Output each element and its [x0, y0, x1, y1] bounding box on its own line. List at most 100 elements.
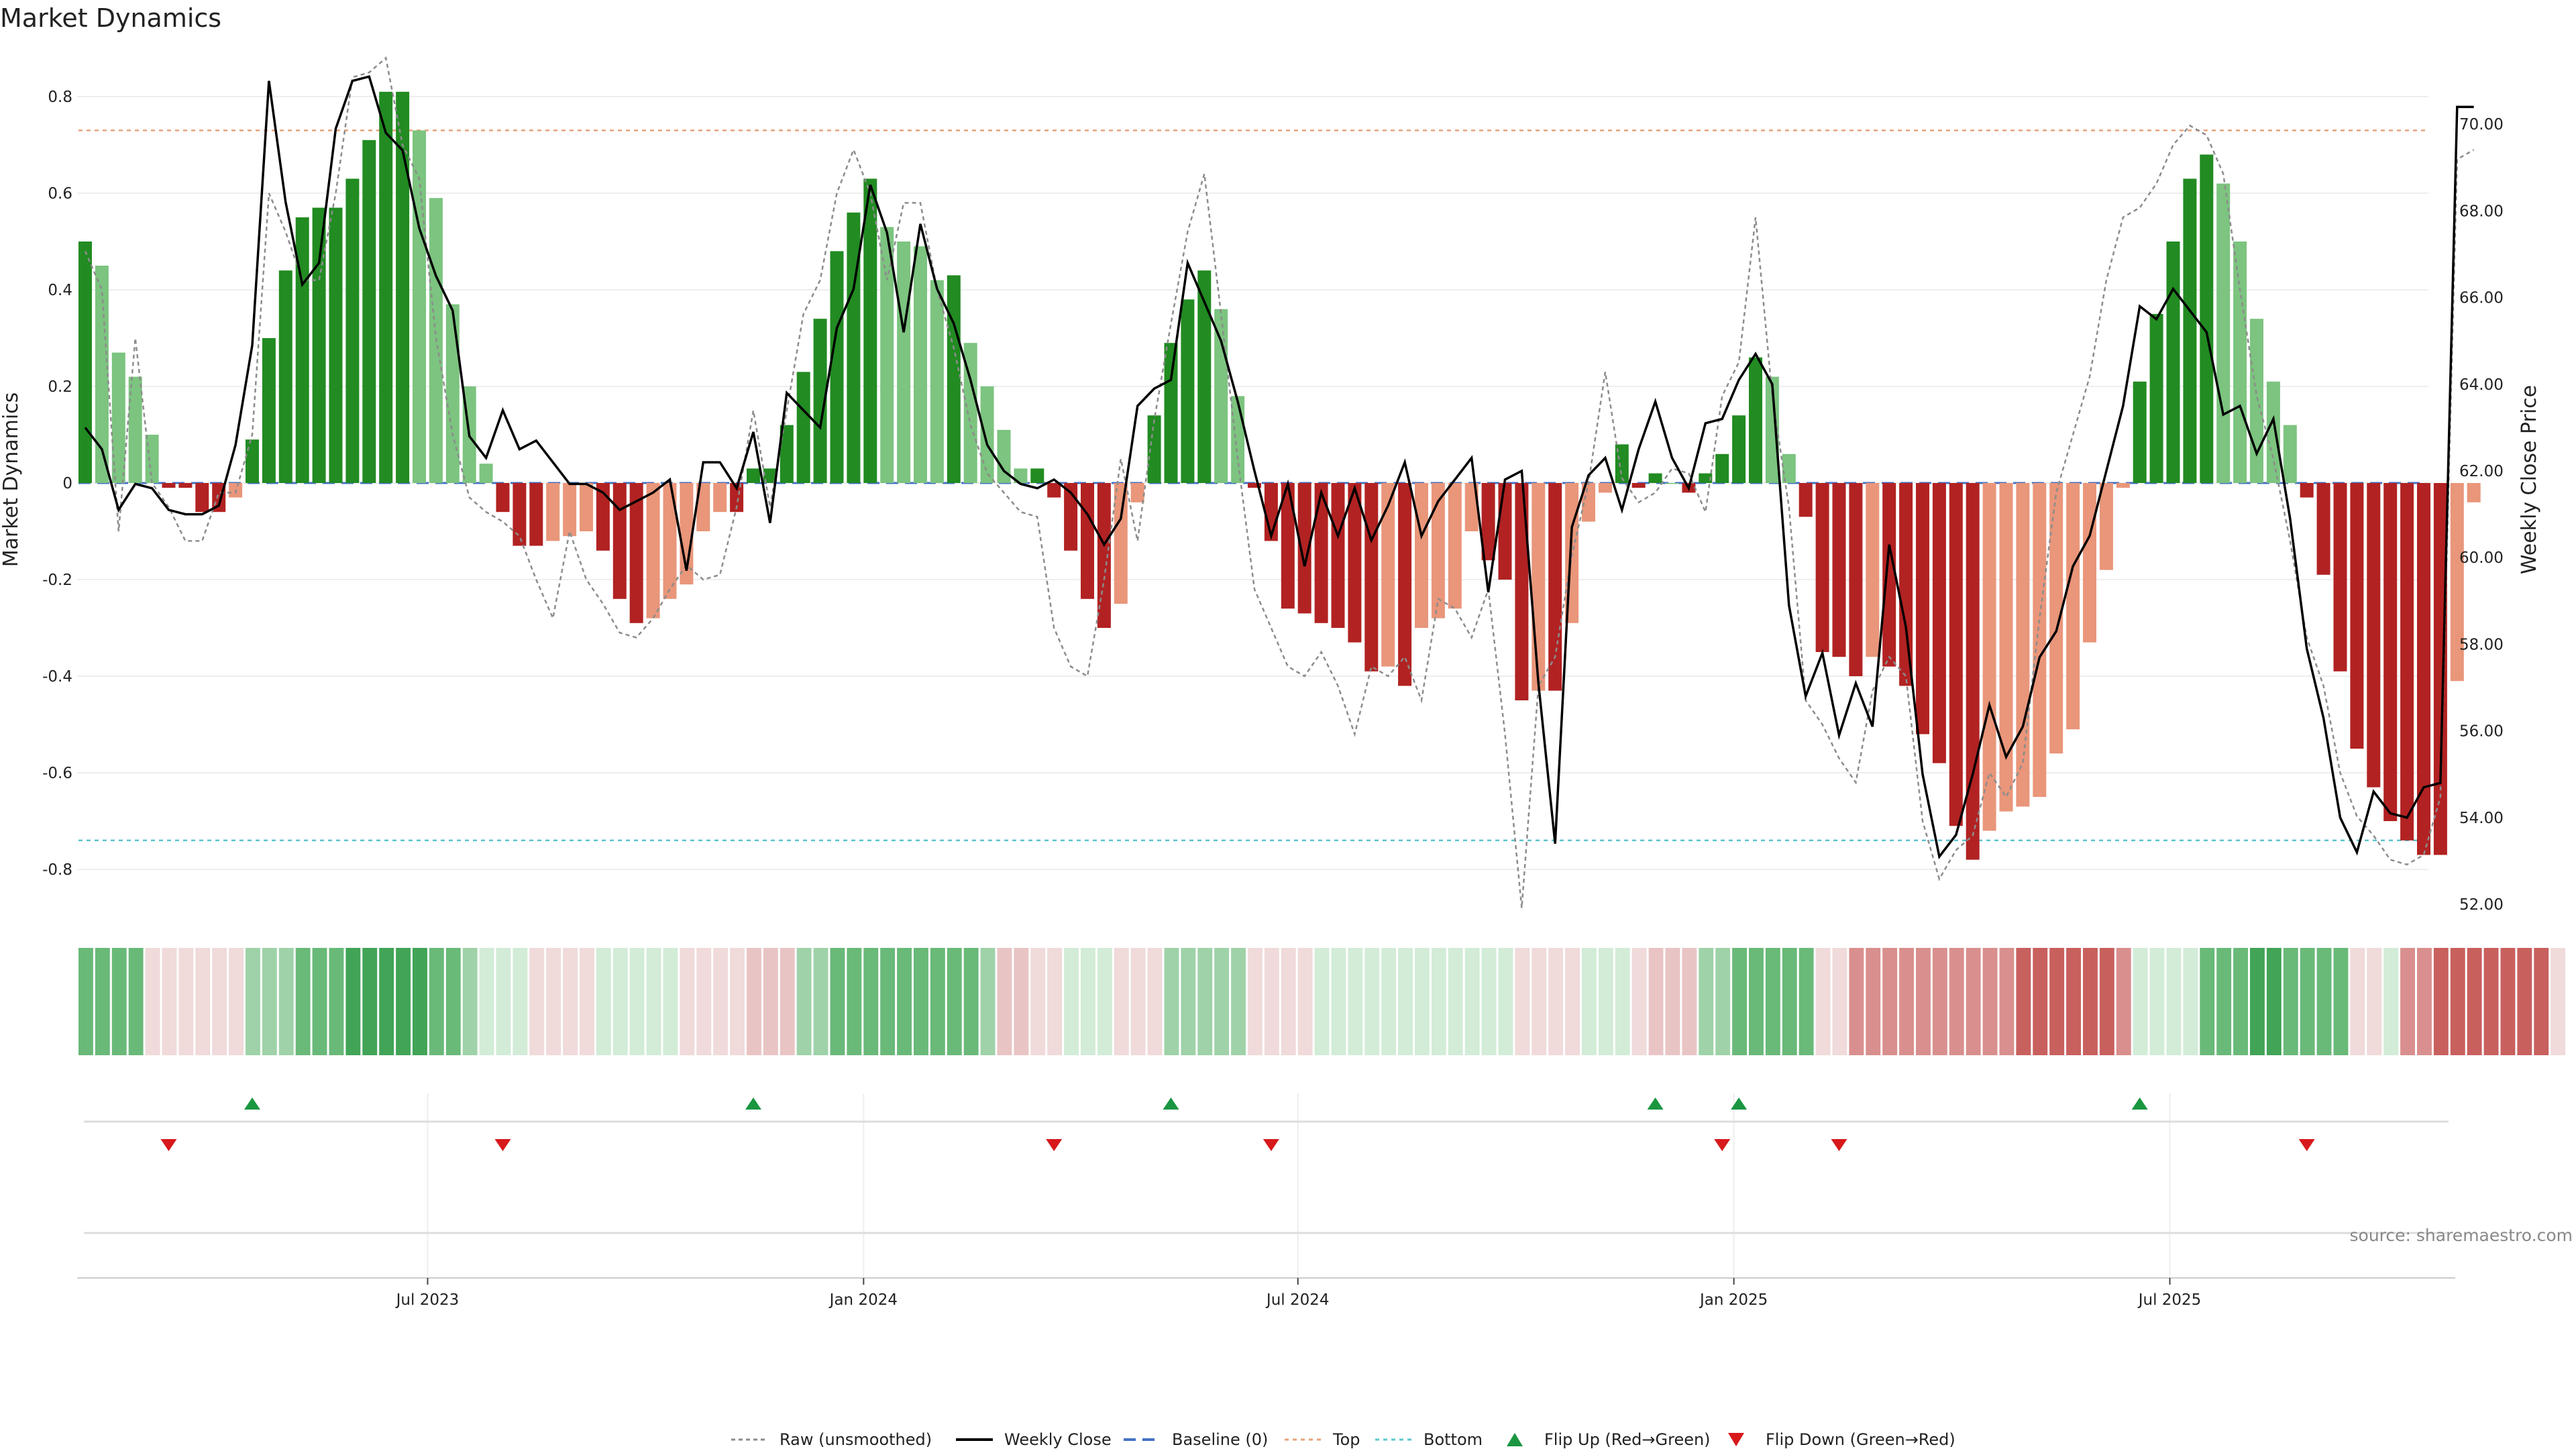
- regime-cell: [847, 948, 862, 1055]
- regime-cell: [445, 948, 461, 1055]
- regime-cell: [2266, 948, 2282, 1055]
- regime-cell: [1999, 948, 2015, 1055]
- momentum-bar: [1164, 343, 1178, 483]
- left-tick-label: 0: [62, 475, 72, 492]
- right-tick-label: 54.00: [2459, 810, 2504, 827]
- momentum-bar: [2066, 483, 2080, 730]
- momentum-bar: [1097, 483, 1111, 628]
- regime-cell: [1314, 948, 1330, 1055]
- regime-cell: [1732, 948, 1747, 1055]
- momentum-bar: [629, 483, 643, 623]
- momentum-bar: [847, 212, 861, 483]
- left-tick-label: 0.6: [48, 185, 72, 203]
- momentum-bar: [278, 270, 292, 483]
- regime-cell: [2450, 948, 2465, 1055]
- momentum-bar: [2417, 483, 2430, 855]
- momentum-bar: [1181, 299, 1195, 483]
- momentum-bar: [1014, 468, 1028, 483]
- momentum-bar: [2049, 483, 2063, 754]
- regime-cell: [212, 948, 227, 1055]
- momentum-bar: [2367, 483, 2381, 788]
- regime-cell: [629, 948, 645, 1055]
- regime-cell: [1815, 948, 1831, 1055]
- momentum-bar: [2033, 483, 2047, 797]
- regime-cell: [1064, 948, 1079, 1055]
- momentum-bar: [2383, 483, 2398, 821]
- right-y-axis-ticks: 70.00 68.00 66.00 64.00 62.00 60.00 58.00 56.00…: [2459, 116, 2504, 914]
- momentum-bars: [78, 91, 2481, 860]
- regime-cell: [1982, 948, 1998, 1055]
- regime-cell: [930, 948, 945, 1055]
- momentum-bar: [780, 425, 794, 483]
- flip-down-marker: [1263, 1139, 1279, 1151]
- legend-item-baseline: Baseline (0): [1124, 1430, 1268, 1449]
- momentum-bar: [2300, 483, 2314, 498]
- regime-cell: [178, 948, 194, 1055]
- momentum-bar: [1214, 309, 1228, 483]
- momentum-bar: [1582, 483, 1595, 522]
- regime-cell: [195, 948, 211, 1055]
- momentum-bar: [1297, 483, 1311, 614]
- regime-cell: [1866, 948, 1881, 1055]
- regime-cell: [2133, 948, 2148, 1055]
- momentum-bar: [2083, 483, 2096, 643]
- momentum-bar: [1548, 483, 1562, 691]
- regime-cell: [1081, 948, 1095, 1055]
- regime-cell: [1949, 948, 1964, 1055]
- momentum-bar: [2149, 314, 2163, 483]
- right-tick-label: 70.00: [2459, 116, 2504, 133]
- momentum-bar: [1765, 376, 1779, 483]
- regime-cell: [1415, 948, 1430, 1055]
- legend-flip-down-icon: [1728, 1433, 1744, 1446]
- momentum-bar: [2400, 483, 2414, 841]
- momentum-bar: [1448, 483, 1462, 609]
- momentum-bar: [1799, 483, 1813, 517]
- flip-up-marker: [1647, 1097, 1664, 1110]
- momentum-bar: [1130, 483, 1144, 502]
- momentum-bar: [1982, 483, 1996, 831]
- right-tick-label: 56.00: [2459, 723, 2504, 741]
- momentum-bar: [1631, 483, 1646, 488]
- regime-cell: [1916, 948, 1931, 1055]
- regime-cell: [997, 948, 1012, 1055]
- flip-down-marker: [160, 1139, 177, 1151]
- series-lines: [84, 56, 2475, 908]
- momentum-bar: [262, 338, 276, 483]
- momentum-bar: [345, 178, 360, 483]
- legend-label: Flip Down (Green→Red): [1766, 1430, 1955, 1449]
- regime-cell: [2250, 948, 2265, 1055]
- flip-markers-panel: [84, 1097, 2449, 1234]
- regime-cell: [1181, 948, 1196, 1055]
- regime-cell: [1130, 948, 1146, 1055]
- momentum-bar: [2333, 483, 2347, 672]
- regime-cell: [262, 948, 277, 1055]
- momentum-bar: [479, 464, 493, 483]
- momentum-bar: [1532, 483, 1546, 691]
- regime-cell: [1548, 948, 1564, 1055]
- left-tick-label: -0.6: [42, 765, 72, 782]
- momentum-bar: [546, 483, 560, 541]
- regime-strip: [78, 948, 2566, 1055]
- momentum-bar: [2116, 483, 2130, 488]
- regime-cell: [1047, 948, 1063, 1055]
- regime-cell: [1532, 948, 1547, 1055]
- momentum-bar: [2450, 483, 2464, 682]
- regime-cell: [2483, 948, 2499, 1055]
- flip-up-marker: [2131, 1097, 2148, 1110]
- regime-cell: [780, 948, 795, 1055]
- flip-down-marker: [2298, 1139, 2315, 1151]
- regime-cell: [1481, 948, 1497, 1055]
- regime-cell: [379, 948, 394, 1055]
- regime-cell: [1197, 948, 1213, 1055]
- regime-cell: [2417, 948, 2432, 1055]
- momentum-bar: [2283, 425, 2297, 483]
- regime-cell: [830, 948, 845, 1055]
- flip-down-marker: [1714, 1139, 1731, 1151]
- momentum-bar: [813, 319, 827, 483]
- x-tick-label: Jul 2024: [1265, 1291, 1330, 1309]
- regime-cell: [863, 948, 879, 1055]
- left-tick-label: -0.8: [42, 861, 72, 879]
- momentum-bar: [178, 483, 193, 488]
- regime-cell: [2033, 948, 2048, 1055]
- regime-cell: [2400, 948, 2415, 1055]
